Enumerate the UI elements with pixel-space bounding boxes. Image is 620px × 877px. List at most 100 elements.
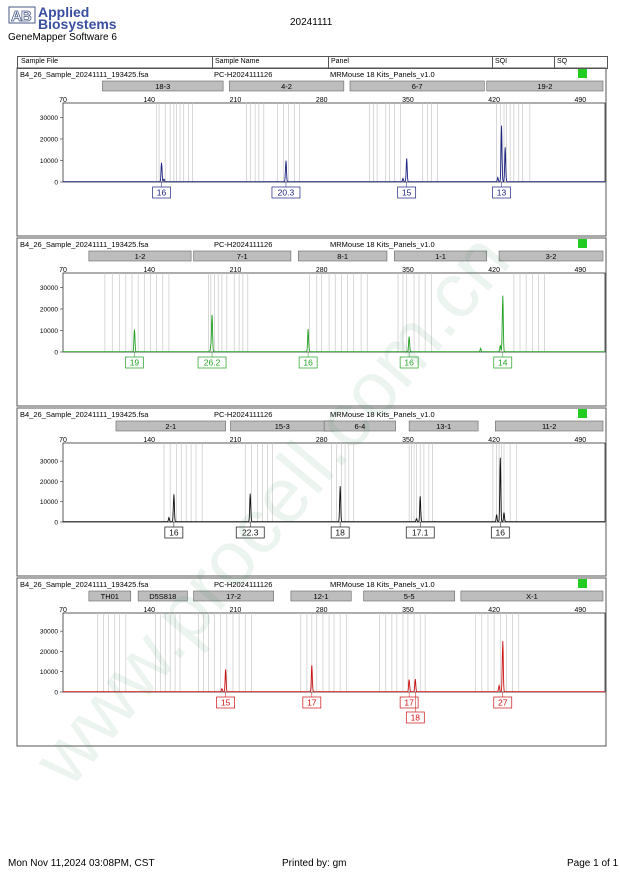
y-tick-label: 0 xyxy=(54,180,58,187)
y-tick-label: 10000 xyxy=(40,158,58,165)
marker-19-2 xyxy=(486,80,604,92)
marker-8-1 xyxy=(297,250,388,262)
x-tick-label: 420 xyxy=(488,437,500,444)
sample-name-value: PC-H2024111126 xyxy=(214,70,272,79)
y-tick-label: 30000 xyxy=(40,115,58,122)
marker-label: 6-7 xyxy=(412,82,423,91)
x-tick-label: 210 xyxy=(230,267,242,274)
marker-label: 2-1 xyxy=(165,422,176,431)
trace-line xyxy=(63,125,605,183)
x-tick-label: 140 xyxy=(143,97,155,104)
allele-label: 26.2 xyxy=(204,358,221,368)
x-tick-label: 70 xyxy=(59,97,67,104)
ab-logo-icon: AB xyxy=(8,4,38,34)
print-date: Mon Nov 11,2024 03:08PM, CST xyxy=(8,858,155,869)
allele-label: 19 xyxy=(130,358,140,368)
col-panel: Panel xyxy=(331,58,349,65)
brand-line-2: Biosystems xyxy=(38,16,117,32)
x-tick-label: 280 xyxy=(316,437,328,444)
marker-label: 15-3 xyxy=(275,422,290,431)
x-tick-label: 70 xyxy=(59,607,67,614)
x-tick-label: 280 xyxy=(316,267,328,274)
x-tick-label: 70 xyxy=(59,267,67,274)
x-tick-label: 350 xyxy=(402,267,414,274)
sq-indicator xyxy=(578,69,587,78)
y-tick-label: 30000 xyxy=(40,459,58,466)
y-tick-label: 0 xyxy=(54,350,58,357)
marker-label: 19-2 xyxy=(537,82,552,91)
y-tick-label: 30000 xyxy=(40,285,58,292)
marker-label: 17-2 xyxy=(226,592,241,601)
marker-12-1 xyxy=(290,590,352,602)
marker-X-1 xyxy=(460,590,604,602)
allele-label: 15 xyxy=(221,698,231,708)
allele-label: 18 xyxy=(335,528,345,538)
panel-value: MRMouse 18 Kits_Panels_v1.0 xyxy=(330,580,435,589)
x-tick-label: 70 xyxy=(59,437,67,444)
app-name: GeneMapper Software 6 xyxy=(8,32,117,43)
marker-label: 11-2 xyxy=(542,422,556,431)
sample-name-value: PC-H2024111126 xyxy=(214,580,272,589)
x-tick-label: 350 xyxy=(402,437,414,444)
marker-label: 13-1 xyxy=(436,422,451,431)
panel-1: B4_26_Sample_20241111_193425.fsa PC-H2024… xyxy=(16,67,607,237)
x-tick-label: 490 xyxy=(575,267,587,274)
allele-label: 14 xyxy=(498,358,508,368)
marker-D5S818 xyxy=(137,590,188,602)
x-tick-label: 280 xyxy=(316,97,328,104)
marker-1-2 xyxy=(88,250,192,262)
y-tick-label: 10000 xyxy=(40,499,58,506)
allele-label: 16 xyxy=(157,188,167,198)
marker-13-1 xyxy=(408,420,479,432)
marker-4-2 xyxy=(228,80,345,92)
sq-indicator xyxy=(578,579,587,588)
allele-label: 17.1 xyxy=(412,528,429,538)
marker-label: 12-1 xyxy=(314,592,329,601)
x-tick-label: 210 xyxy=(230,437,242,444)
marker-label: D5S818 xyxy=(149,592,176,601)
y-tick-label: 10000 xyxy=(40,669,58,676)
sq-indicator xyxy=(578,239,587,248)
marker-11-2 xyxy=(495,420,604,432)
panel-value: MRMouse 18 Kits_Panels_v1.0 xyxy=(330,70,435,79)
ab-mark-icon: AB xyxy=(8,6,36,25)
allele-label: 16 xyxy=(404,358,414,368)
sq-indicator xyxy=(578,409,587,418)
x-tick-label: 210 xyxy=(230,97,242,104)
page-title: 20241111 xyxy=(290,17,333,28)
x-tick-label: 490 xyxy=(575,607,587,614)
panel-3: B4_26_Sample_20241111_193425.fsa PC-H2024… xyxy=(16,407,607,577)
y-tick-label: 20000 xyxy=(40,479,58,486)
y-tick-label: 20000 xyxy=(40,649,58,656)
allele-label: 13 xyxy=(497,188,507,198)
marker-1-1 xyxy=(394,250,488,262)
x-tick-label: 350 xyxy=(402,97,414,104)
col-sqi: SQI xyxy=(495,58,508,65)
marker-6-4 xyxy=(323,420,396,432)
marker-label: 6-4 xyxy=(354,422,365,431)
panel-2: B4_26_Sample_20241111_193425.fsa PC-H2024… xyxy=(16,237,607,407)
x-tick-label: 490 xyxy=(575,437,587,444)
marker-label: 18-3 xyxy=(155,82,170,91)
sample-file-value: B4_26_Sample_20241111_193425.fsa xyxy=(20,240,149,249)
panel-value: MRMouse 18 Kits_Panels_v1.0 xyxy=(330,240,435,249)
sample-name-value: PC-H2024111126 xyxy=(214,410,272,419)
plot-area xyxy=(62,442,606,523)
printed-by: Printed by: gm xyxy=(282,858,347,869)
brand-line-1: Applied xyxy=(38,4,90,20)
sample-name-value: PC-H2024111126 xyxy=(214,240,272,249)
allele-label: 22.3 xyxy=(242,528,259,538)
x-tick-label: 350 xyxy=(402,607,414,614)
col-sq: SQ xyxy=(557,58,568,65)
y-tick-label: 0 xyxy=(54,690,58,697)
y-tick-label: 30000 xyxy=(40,629,58,636)
panel-frame xyxy=(16,577,607,747)
marker-label: 1-2 xyxy=(135,252,146,261)
marker-label: 3-2 xyxy=(546,252,557,261)
x-tick-label: 140 xyxy=(143,437,155,444)
trace-line xyxy=(63,640,605,693)
allele-label: 18 xyxy=(411,713,421,723)
allele-label: 15 xyxy=(402,188,412,198)
panel-4: B4_26_Sample_20241111_193425.fsa PC-H2024… xyxy=(16,577,607,747)
